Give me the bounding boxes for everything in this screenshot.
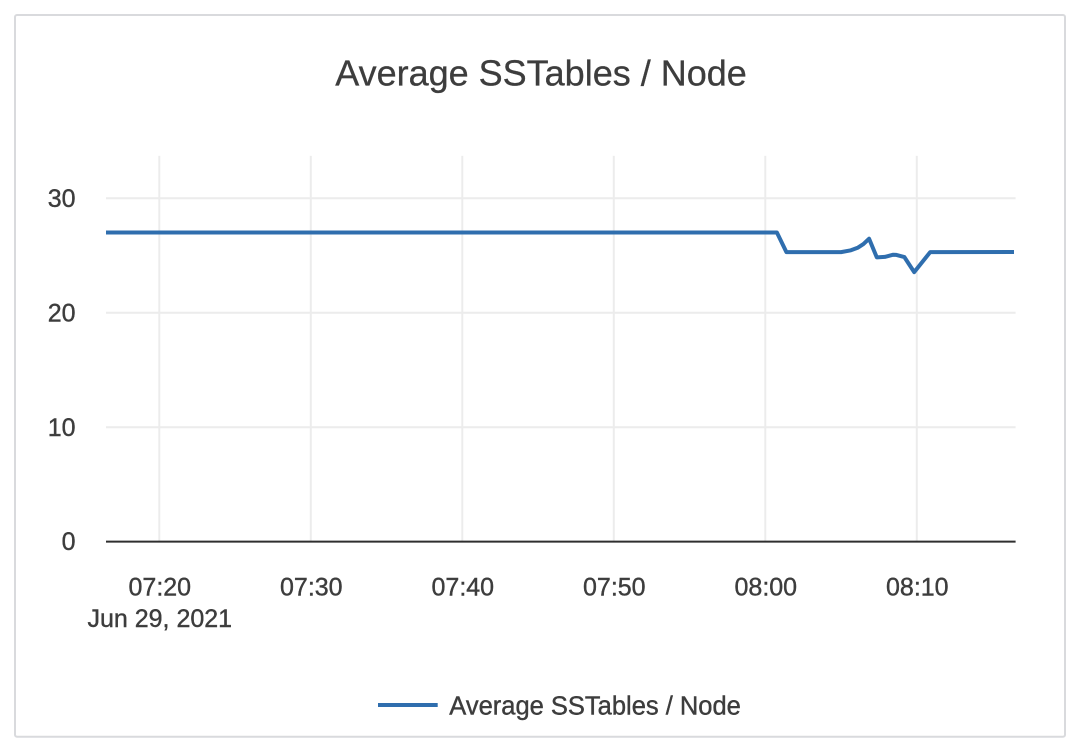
svg-text:0: 0 <box>62 528 76 556</box>
svg-text:07:40: 07:40 <box>432 574 495 602</box>
svg-text:07:30: 07:30 <box>280 574 343 602</box>
svg-text:10: 10 <box>48 414 76 442</box>
svg-text:Average SSTables / Node: Average SSTables / Node <box>335 53 747 94</box>
svg-text:Jun 29, 2021: Jun 29, 2021 <box>88 605 233 633</box>
svg-text:08:00: 08:00 <box>735 574 798 602</box>
svg-text:30: 30 <box>48 185 76 213</box>
svg-text:Average SSTables / Node: Average SSTables / Node <box>449 693 741 721</box>
svg-text:07:20: 07:20 <box>129 574 192 602</box>
svg-text:07:50: 07:50 <box>583 574 646 602</box>
svg-text:20: 20 <box>48 299 76 327</box>
svg-text:08:10: 08:10 <box>886 574 949 602</box>
